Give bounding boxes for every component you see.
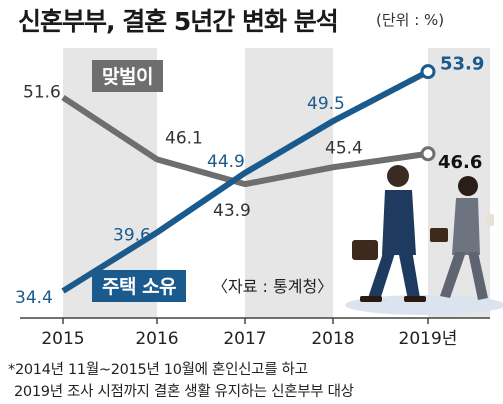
data-label-1: 45.4 — [325, 138, 363, 158]
data-label-2: 34.4 — [15, 288, 53, 308]
x-tick-label: 2018 — [311, 329, 354, 349]
unit-label: (단위 : %) — [376, 11, 445, 29]
data-label-2: 49.5 — [307, 94, 345, 114]
commuters-illustration — [345, 165, 503, 315]
data-label-2: 53.9 — [440, 54, 484, 75]
x-tick-label: 2017 — [223, 329, 266, 349]
footnote-line-2: 2019년 조사 시점까지 결혼 생활 유지하는 신혼부부 대상 — [14, 384, 354, 400]
legend-dual-income: 맞벌이 — [92, 60, 163, 92]
data-label-1: 46.6 — [438, 152, 482, 173]
data-label-1: 46.1 — [165, 128, 203, 148]
series-line-2 — [61, 68, 430, 294]
data-label-2: 39.6 — [113, 226, 151, 246]
source-note: 〈자료 : 통계청〉 — [212, 277, 334, 296]
data-label-1: 51.6 — [23, 83, 61, 103]
data-label-2: 44.9 — [207, 152, 245, 172]
chart-title: 신혼부부, 결혼 5년간 변화 분석 — [18, 7, 339, 36]
x-tick-label: 2016 — [135, 329, 178, 349]
x-tick-label: 2019년 — [399, 329, 458, 349]
footnote-line-1: *2014년 11월~2015년 10월에 혼인신고를 하고 — [8, 362, 308, 378]
data-label-1: 43.9 — [213, 201, 251, 221]
legend-home-ownership: 주택 소유 — [92, 270, 187, 302]
series-line-1 — [61, 94, 429, 188]
series-endpoint-2 — [420, 64, 436, 80]
series-endpoint-1 — [420, 146, 436, 162]
x-tick-label: 2015 — [41, 329, 84, 349]
